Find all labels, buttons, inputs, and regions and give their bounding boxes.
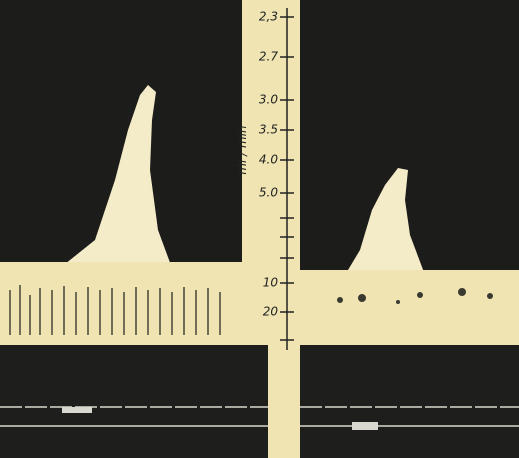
tick-label: 20: [263, 305, 279, 319]
tick-label: 5.0: [259, 186, 278, 200]
tick-label: 4.0: [259, 153, 278, 167]
right-event-marker: [352, 422, 378, 430]
tick-label: 10: [263, 276, 279, 290]
left-baseline: [0, 262, 242, 340]
right-baseline: [300, 270, 519, 340]
axis-label: ml / min: [235, 125, 249, 174]
left-lower-panel: [0, 345, 268, 458]
tick-label: 2,3: [259, 10, 278, 24]
tick-label: 3.0: [259, 93, 278, 107]
right-lower-panel: [300, 345, 519, 458]
figure: ml / min 2,3 2.7 3.0 3.5 4.0 5.0 10 20: [0, 0, 519, 458]
tick-label: 2.7: [259, 50, 278, 64]
left-event-marker: [62, 407, 92, 413]
tick-label: 3.5: [259, 123, 278, 137]
